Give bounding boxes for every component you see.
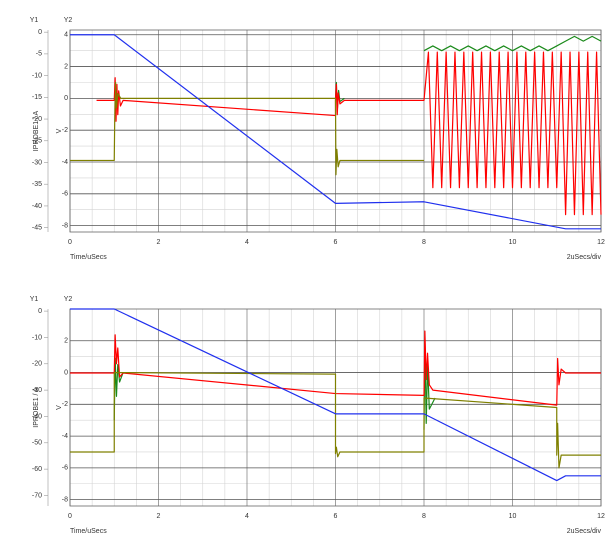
x-tick-label: 2 — [157, 513, 161, 520]
y2-axis-label: V — [56, 128, 63, 133]
y-axis-label: IPROBE1 / A — [33, 387, 40, 428]
y-tick-label: -30 — [32, 387, 42, 394]
y-tick-label: -40 — [32, 413, 42, 420]
series-line — [96, 51, 602, 216]
y2-title: Y2 — [64, 296, 73, 303]
x-tick-label: 0 — [68, 239, 72, 246]
x-tick-label: 4 — [245, 513, 249, 520]
y-tick-label: -20 — [32, 361, 42, 368]
series-line — [70, 371, 601, 469]
y-tick-label: -50 — [32, 440, 42, 447]
x-tick-label: 12 — [597, 239, 605, 246]
y-tick-label: -45 — [32, 224, 42, 231]
x-axis-label: Time/uSecs — [70, 254, 107, 261]
y-tick-label: -25 — [32, 138, 42, 145]
x-tick-label: 10 — [509, 239, 517, 246]
x-tick-label: 8 — [422, 513, 426, 520]
y-tick-label: -35 — [32, 181, 42, 188]
x-scale-label: 2uSecs/div — [567, 528, 602, 535]
y2-tick-label: -4 — [62, 159, 68, 166]
y2-tick-label: -6 — [62, 191, 68, 198]
series-line — [70, 34, 601, 230]
y2-axis-label: V — [56, 405, 63, 410]
y-tick-label: -5 — [36, 51, 42, 58]
y-tick-label: -30 — [32, 159, 42, 166]
y2-tick-label: 2 — [64, 63, 68, 70]
y-tick-label: -10 — [32, 72, 42, 79]
y2-tick-label: 4 — [64, 32, 68, 39]
x-tick-label: 10 — [509, 513, 517, 520]
y-tick-label: -20 — [32, 116, 42, 123]
y2-title: Y2 — [64, 17, 73, 24]
y-tick-label: 0 — [38, 29, 42, 36]
y1-title: Y1 — [30, 296, 39, 303]
series-line — [70, 330, 601, 406]
y2-tick-label: 0 — [64, 369, 68, 376]
y-tick-label: -60 — [32, 466, 42, 473]
x-tick-label: 4 — [245, 239, 249, 246]
y2-tick-label: -2 — [62, 127, 68, 134]
x-scale-label: 2uSecs/div — [567, 254, 602, 261]
x-axis-label: Time/uSecs — [70, 528, 107, 535]
y2-tick-label: -8 — [62, 496, 68, 503]
x-tick-label: 2 — [157, 239, 161, 246]
y2-tick-label: 2 — [64, 338, 68, 345]
x-tick-label: 8 — [422, 239, 426, 246]
series-line — [70, 308, 601, 482]
x-tick-label: 0 — [68, 513, 72, 520]
y1-title: Y1 — [30, 17, 39, 24]
x-tick-label: 12 — [597, 513, 605, 520]
y2-tick-label: -6 — [62, 465, 68, 472]
x-tick-label: 6 — [334, 239, 338, 246]
y2-tick-label: -8 — [62, 222, 68, 229]
y-axis-label: IPROBE1 / A — [33, 110, 40, 151]
y2-tick-label: -2 — [62, 401, 68, 408]
plot-frame — [69, 308, 602, 507]
x-tick-label: 6 — [334, 513, 338, 520]
plot-frame — [69, 29, 602, 233]
y-tick-label: -10 — [32, 334, 42, 341]
y2-tick-label: 0 — [64, 95, 68, 102]
series-line — [70, 81, 424, 176]
y-tick-label: -15 — [32, 94, 42, 101]
y-tick-label: -40 — [32, 203, 42, 210]
y-tick-label: 0 — [38, 308, 42, 315]
y-tick-label: -70 — [32, 492, 42, 499]
y2-tick-label: -4 — [62, 433, 68, 440]
